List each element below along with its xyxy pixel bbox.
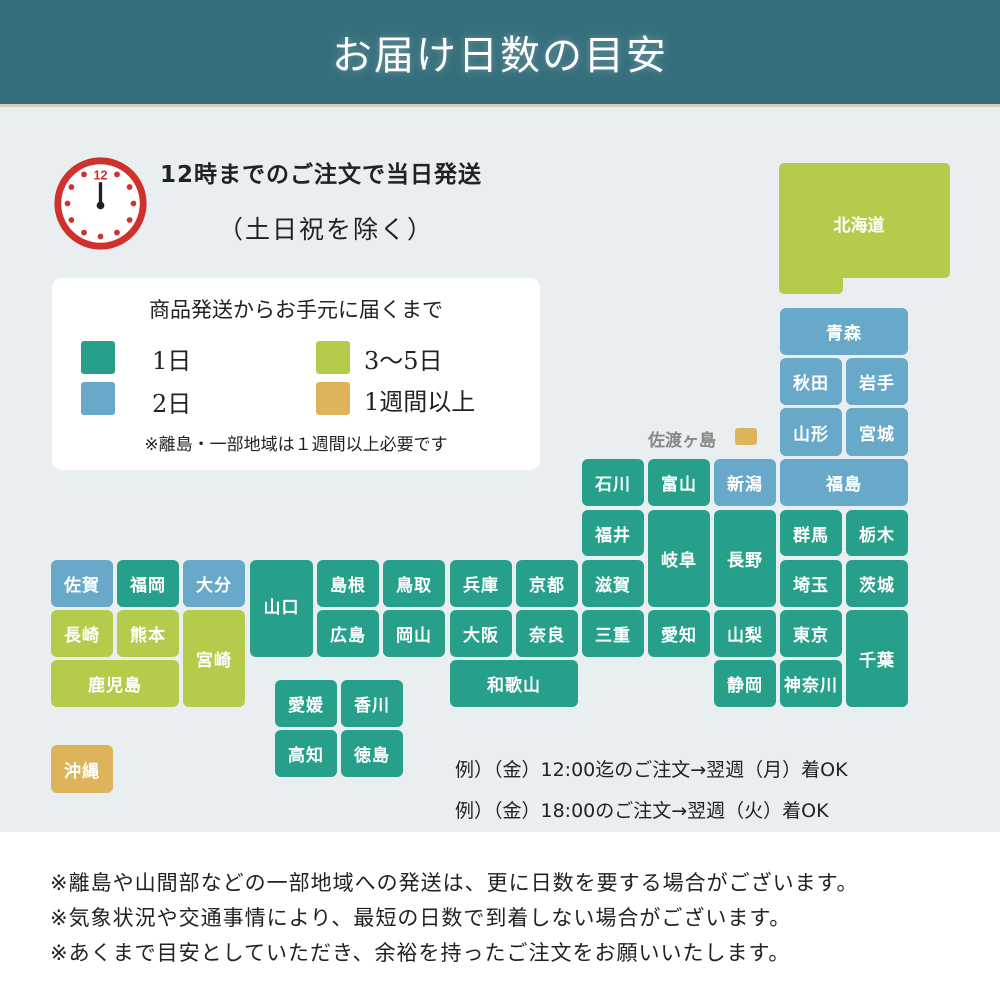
prefecture-tile: 山形: [780, 408, 842, 456]
prefecture-tile: 鳥取: [383, 560, 445, 607]
weekend-exclusion-text: （土日祝を除く）: [218, 215, 435, 244]
prefecture-tile: 静岡: [714, 660, 776, 707]
sado-swatch: [735, 428, 757, 445]
legend-swatch-2day: [81, 382, 115, 415]
prefecture-tile: 島根: [317, 560, 379, 607]
prefecture-tile: 秋田: [780, 358, 842, 405]
legend: 商品発送からお手元に届くまで 1日 2日 3～5日 1週間以上 ※離島・一部地域…: [52, 278, 540, 470]
svg-text:北海道: 北海道: [834, 215, 885, 236]
legend-label-1week: 1週間以上: [364, 388, 476, 416]
header: お届け日数の目安: [0, 0, 1000, 107]
page-title: お届け日数の目安: [332, 33, 668, 79]
legend-note: ※離島・一部地域は１週間以上必要です: [144, 435, 448, 455]
prefecture-tile: 沖縄: [51, 745, 113, 793]
prefecture-tile: 京都: [516, 560, 578, 607]
legend-swatch-1week: [316, 382, 350, 415]
prefecture-tile: 宮崎: [183, 610, 245, 707]
prefecture-tile: 滋賀: [582, 560, 644, 607]
footer-note: ※あくまで目安としていただき、余裕を持ったご注文をお願いいたします。: [50, 941, 791, 965]
prefecture-tile: 茨城: [846, 560, 908, 607]
same-day-shipping-text: 12時までのご注文で当日発送: [160, 162, 483, 188]
footer-notes: ※離島や山間部などの一部地域への発送は、更に日数を要する場合がございます。 ※気…: [0, 832, 1000, 1000]
prefecture-tile: 和歌山: [450, 660, 578, 707]
legend-title: 商品発送からお手元に届くまで: [149, 298, 443, 322]
prefecture-tile: 広島: [317, 610, 379, 657]
prefecture-tile: 大分: [183, 560, 245, 607]
svg-text:12: 12: [93, 168, 107, 182]
prefecture-tile: 佐賀: [51, 560, 113, 607]
prefecture-tile: 鹿児島: [51, 660, 179, 707]
example-2: 例）（金）18:00のご注文→翌週（火）着OK: [455, 800, 829, 822]
prefecture-tile: 福井: [582, 510, 644, 556]
prefecture-tile: 長野: [714, 510, 776, 607]
prefecture-tile: 福島: [780, 459, 908, 506]
prefecture-tile: 長崎: [51, 610, 113, 657]
prefecture-tile: 高知: [275, 730, 337, 777]
prefecture-tile: 山口: [250, 560, 313, 657]
prefecture-tile: 新潟: [714, 459, 776, 506]
prefecture-tile: 熊本: [117, 610, 179, 657]
prefecture-tile: 愛知: [648, 610, 710, 657]
prefecture-tile: 福岡: [117, 560, 179, 607]
prefecture-tile: 千葉: [846, 610, 908, 707]
legend-swatch-3to5day: [316, 341, 350, 374]
clock-icon: 12: [54, 157, 147, 250]
prefecture-tile: 宮城: [846, 408, 908, 456]
sado-label: 佐渡ヶ島: [648, 431, 716, 451]
prefecture-tile: 香川: [341, 680, 403, 727]
prefecture-tile: 岡山: [383, 610, 445, 657]
legend-label-3to5day: 3～5日: [364, 347, 443, 375]
prefecture-tile: 岐阜: [648, 510, 710, 607]
prefecture-tile: 富山: [648, 459, 710, 506]
prefecture-tile: 兵庫: [450, 560, 512, 607]
prefecture-tile: 岩手: [846, 358, 908, 405]
prefecture-tile: 愛媛: [275, 680, 337, 727]
prefecture-tile: 徳島: [341, 730, 403, 777]
prefecture-tile: 三重: [582, 610, 644, 657]
prefecture-tile: 山梨: [714, 610, 776, 657]
legend-label-1day: 1日: [152, 347, 192, 375]
example-1: 例）（金）12:00迄のご注文→翌週（月）着OK: [455, 759, 848, 781]
prefecture-tile: 奈良: [516, 610, 578, 657]
prefecture-tile: 北海道: [779, 163, 950, 294]
footer-note: ※離島や山間部などの一部地域への発送は、更に日数を要する場合がございます。: [50, 871, 859, 895]
prefecture-tile: 東京: [780, 610, 842, 657]
prefecture-tile: 埼玉: [780, 560, 842, 607]
prefecture-tile: 栃木: [846, 510, 908, 556]
prefecture-tile: 大阪: [450, 610, 512, 657]
legend-label-2day: 2日: [152, 390, 192, 418]
prefecture-tile: 青森: [780, 308, 908, 355]
prefecture-tile: 神奈川: [780, 660, 842, 707]
footer-note: ※気象状況や交通事情により、最短の日数で到着しない場合がございます。: [50, 906, 792, 930]
prefecture-tile: 群馬: [780, 510, 842, 556]
prefecture-tile: 石川: [582, 459, 644, 506]
legend-swatch-1day: [81, 341, 115, 374]
